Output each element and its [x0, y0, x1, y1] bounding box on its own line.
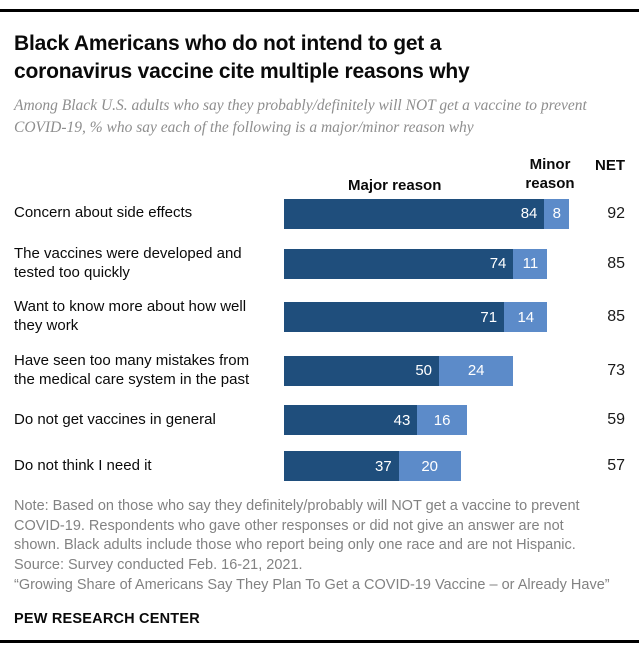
- minor-reason-bar-segment: 20: [398, 451, 461, 482]
- chart-row: The vaccines were developed and tested t…: [14, 245, 625, 283]
- chart-row: Want to know more about how well they wo…: [14, 298, 625, 336]
- top-divider: [0, 9, 639, 12]
- chart-row: Have seen too many mistakes from the med…: [14, 352, 625, 390]
- note-text: Note: Based on those who say they defini…: [14, 497, 625, 595]
- bar-area: 37 20: [284, 451, 581, 482]
- major-reason-bar-segment: 50: [284, 355, 439, 386]
- legend-area: Major reason Minor reason: [284, 151, 581, 195]
- minor-reason-bar-segment: 24: [439, 355, 514, 386]
- note-line: shown. Black adults include those who re…: [14, 537, 576, 554]
- major-reason-bar-segment: 74: [284, 248, 514, 279]
- category-label: Concern about side effects: [14, 204, 193, 222]
- minor-reason-bar-segment: 11: [513, 248, 548, 279]
- category-label: Have seen too many mistakes from the med…: [14, 351, 250, 388]
- chart-subtitle: Among Black U.S. adults who say they pro…: [14, 97, 587, 137]
- bar-area: 43 16: [284, 405, 581, 436]
- note-line: COVID-19. Respondents who gave other res…: [14, 517, 564, 534]
- legend-minor-reason: Minor reason: [525, 156, 575, 193]
- chart-row: Do not get vaccines in general 43 16 59: [14, 405, 625, 436]
- major-reason-bar-segment: 84: [284, 198, 545, 229]
- chart-column-headers: Major reason Minor reason NET: [14, 151, 625, 195]
- category-label: Want to know more about how well they wo…: [14, 298, 247, 335]
- bar-area: 74 11: [284, 248, 581, 279]
- note-line: “Growing Share of Americans Say They Pla…: [14, 576, 610, 593]
- page-title: Black Americans who do not intend to get…: [14, 32, 470, 83]
- category-label: Do not think I need it: [14, 456, 152, 474]
- chart-row: Do not think I need it 37 20 57: [14, 451, 625, 482]
- legend-major-reason: Major reason: [348, 176, 442, 194]
- net-value: 85: [607, 308, 625, 326]
- chart-rows: Concern about side effects 84 8 92 The vacci…: [14, 198, 625, 482]
- bar-area: 50 24: [284, 355, 581, 386]
- chart-row: Concern about side effects 84 8 92: [14, 198, 625, 229]
- minor-reason-bar-segment: 14: [504, 302, 548, 333]
- net-value: 92: [607, 204, 625, 222]
- net-value: 57: [607, 457, 625, 475]
- note-line: Note: Based on those who say they defini…: [14, 498, 580, 515]
- minor-reason-bar-segment: 16: [417, 405, 467, 436]
- pew-research-center-logo: PEW RESEARCH CENTER: [14, 611, 200, 628]
- bar-area: 71 14: [284, 302, 581, 333]
- net-column-header: NET: [595, 156, 625, 174]
- category-label: The vaccines were developed and tested t…: [14, 244, 242, 281]
- chart-card: Black Americans who do not intend to get…: [0, 12, 639, 627]
- major-reason-bar-segment: 71: [284, 302, 505, 333]
- net-value: 73: [607, 361, 625, 379]
- category-label: Do not get vaccines in general: [14, 410, 216, 428]
- net-value: 85: [607, 254, 625, 272]
- net-value: 59: [607, 411, 625, 429]
- major-reason-bar-segment: 43: [284, 405, 418, 436]
- bar-area: 84 8: [284, 198, 581, 229]
- major-reason-bar-segment: 37: [284, 451, 399, 482]
- minor-reason-bar-segment: 8: [544, 198, 570, 229]
- note-line: Source: Survey conducted Feb. 16-21, 202…: [14, 557, 303, 573]
- bottom-divider: [0, 640, 639, 644]
